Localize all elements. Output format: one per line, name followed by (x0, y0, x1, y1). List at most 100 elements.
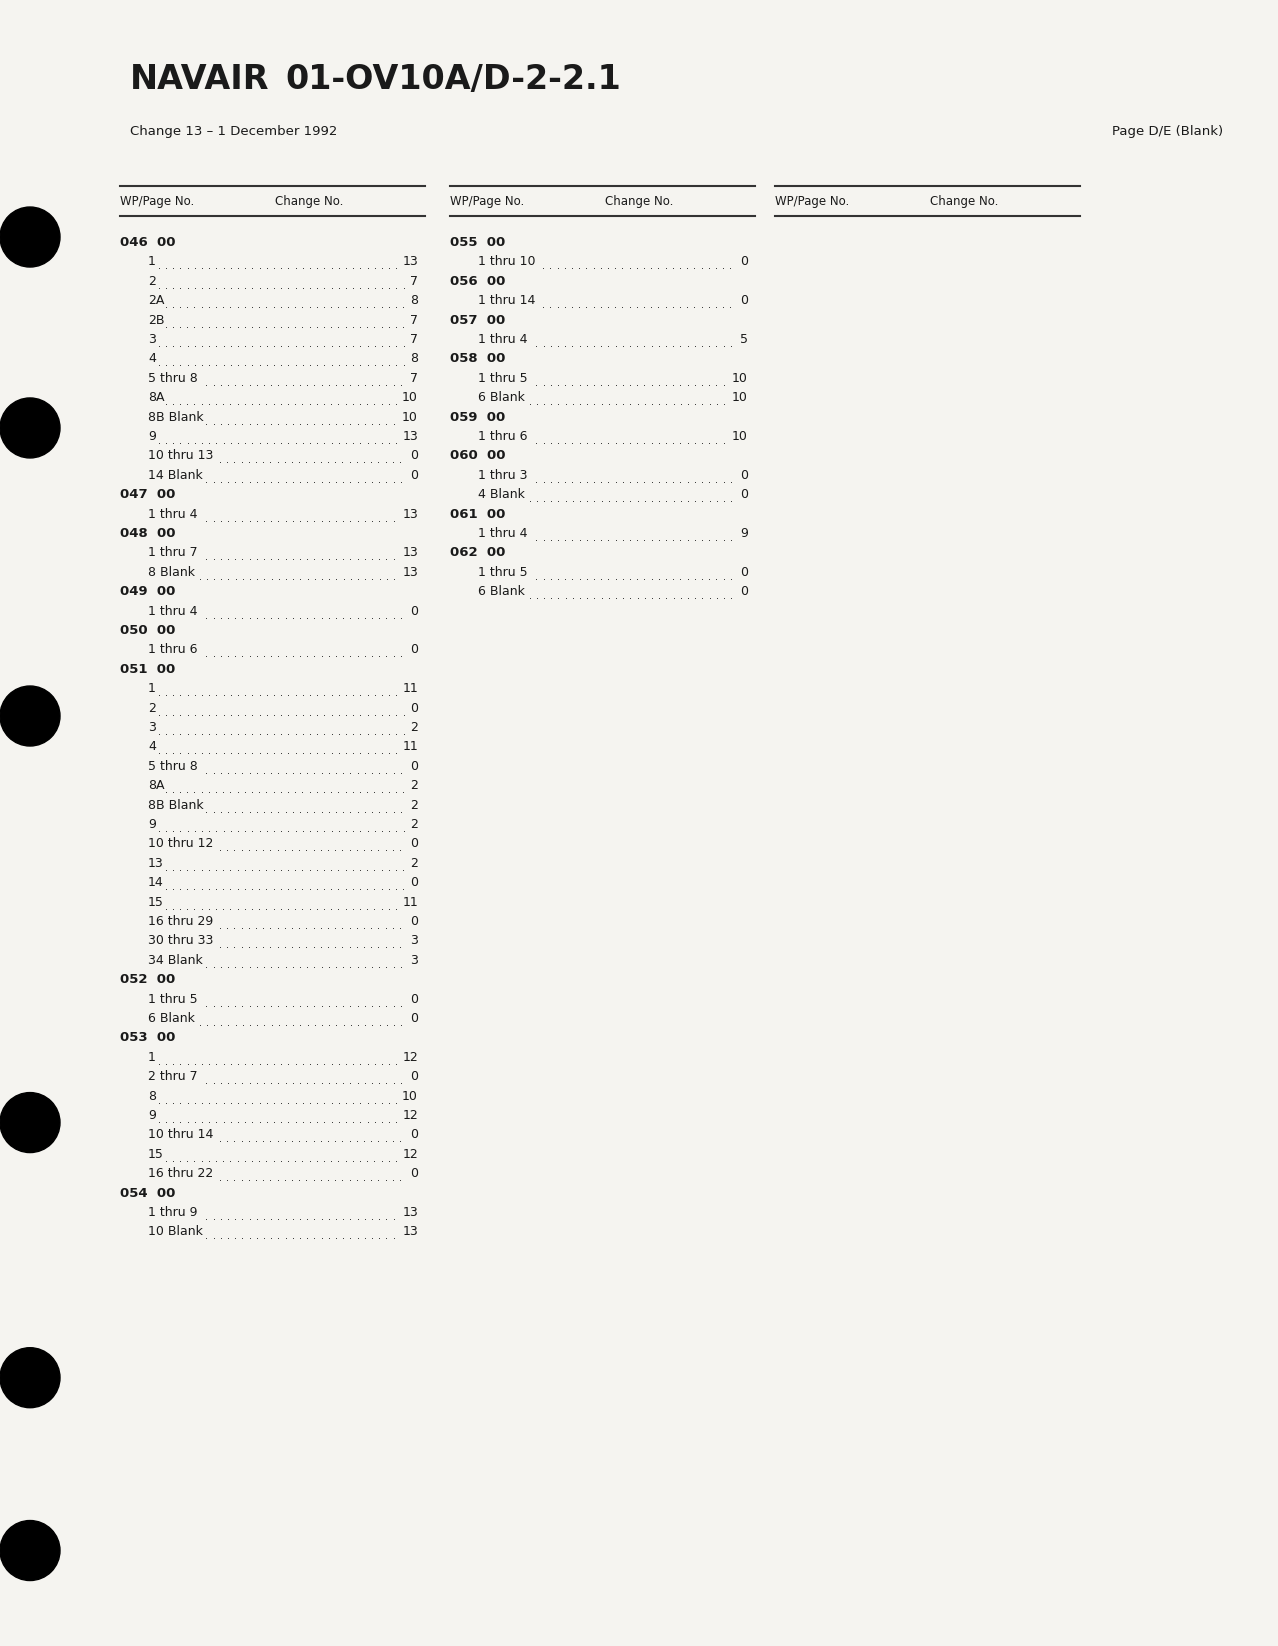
Text: 052  00: 052 00 (120, 973, 175, 986)
Text: 1: 1 (148, 1050, 156, 1063)
Text: 0: 0 (740, 489, 748, 500)
Text: 8B Blank: 8B Blank (148, 798, 203, 811)
Text: 056  00: 056 00 (450, 275, 505, 288)
Text: 16 thru 29: 16 thru 29 (148, 915, 213, 928)
Text: 1 thru 4: 1 thru 4 (478, 527, 528, 540)
Text: 0: 0 (410, 1070, 418, 1083)
Text: 1 thru 4: 1 thru 4 (478, 332, 528, 346)
Text: 2: 2 (410, 858, 418, 869)
Text: 10: 10 (732, 392, 748, 405)
Text: 6 Blank: 6 Blank (478, 392, 525, 405)
Text: 050  00: 050 00 (120, 624, 175, 637)
Text: 1: 1 (148, 681, 156, 695)
Text: 2: 2 (410, 818, 418, 831)
Text: 0: 0 (740, 255, 748, 268)
Text: 054  00: 054 00 (120, 1187, 175, 1200)
Text: 34 Blank: 34 Blank (148, 953, 203, 966)
Text: 3: 3 (410, 935, 418, 948)
Text: 30 thru 33: 30 thru 33 (148, 935, 213, 948)
Text: 9: 9 (148, 430, 156, 443)
Text: 11: 11 (403, 681, 418, 695)
Text: 15: 15 (148, 1147, 164, 1160)
Text: 10: 10 (732, 372, 748, 385)
Text: 0: 0 (410, 701, 418, 714)
Circle shape (0, 686, 60, 746)
Text: 0: 0 (410, 838, 418, 851)
Circle shape (0, 1521, 60, 1580)
Text: 10 thru 12: 10 thru 12 (148, 838, 213, 851)
Text: Change No.: Change No. (930, 194, 998, 207)
Text: 16 thru 22: 16 thru 22 (148, 1167, 213, 1180)
Text: 0: 0 (740, 469, 748, 482)
Text: 0: 0 (410, 876, 418, 889)
Text: 1 thru 6: 1 thru 6 (148, 644, 198, 657)
Text: 0: 0 (410, 449, 418, 463)
Text: 3: 3 (148, 721, 156, 734)
Text: WP/Page No.: WP/Page No. (120, 194, 194, 207)
Text: 1 thru 10: 1 thru 10 (478, 255, 535, 268)
Text: 1 thru 7: 1 thru 7 (148, 546, 198, 560)
Text: 2 thru 7: 2 thru 7 (148, 1070, 198, 1083)
Text: 10 thru 13: 10 thru 13 (148, 449, 213, 463)
Circle shape (0, 398, 60, 458)
Text: 5 thru 8: 5 thru 8 (148, 760, 198, 774)
Text: 4: 4 (148, 741, 156, 754)
Text: 057  00: 057 00 (450, 314, 505, 326)
Text: 2: 2 (410, 721, 418, 734)
Text: 1 thru 5: 1 thru 5 (478, 372, 528, 385)
Text: 1 thru 5: 1 thru 5 (148, 993, 198, 1006)
Text: 059  00: 059 00 (450, 410, 505, 423)
Text: 6 Blank: 6 Blank (478, 586, 525, 597)
Text: NAVAIR: NAVAIR (130, 63, 270, 95)
Text: 0: 0 (740, 586, 748, 597)
Text: WP/Page No.: WP/Page No. (774, 194, 850, 207)
Text: 7: 7 (410, 372, 418, 385)
Text: 11: 11 (403, 741, 418, 754)
Text: 13: 13 (403, 566, 418, 579)
Text: 8: 8 (410, 352, 418, 365)
Text: 0: 0 (410, 1012, 418, 1025)
Text: 8A: 8A (148, 779, 165, 792)
Text: 8B Blank: 8B Blank (148, 410, 203, 423)
Text: 060  00: 060 00 (450, 449, 506, 463)
Text: 2: 2 (410, 779, 418, 792)
Text: 1 thru 9: 1 thru 9 (148, 1207, 198, 1220)
Text: 14 Blank: 14 Blank (148, 469, 203, 482)
Text: 1 thru 14: 1 thru 14 (478, 295, 535, 308)
Text: 10: 10 (403, 410, 418, 423)
Text: 3: 3 (148, 332, 156, 346)
Text: 1 thru 4: 1 thru 4 (148, 507, 198, 520)
Text: 10: 10 (732, 430, 748, 443)
Text: 5 thru 8: 5 thru 8 (148, 372, 198, 385)
Text: 7: 7 (410, 332, 418, 346)
Text: 0: 0 (740, 295, 748, 308)
Circle shape (0, 1348, 60, 1407)
Text: 0: 0 (410, 915, 418, 928)
Text: 047  00: 047 00 (120, 489, 175, 500)
Text: 12: 12 (403, 1109, 418, 1123)
Circle shape (0, 1093, 60, 1152)
Text: 10 Blank: 10 Blank (148, 1225, 203, 1238)
Text: 0: 0 (410, 1167, 418, 1180)
Text: 0: 0 (410, 1129, 418, 1141)
Text: 12: 12 (403, 1147, 418, 1160)
Text: 6 Blank: 6 Blank (148, 1012, 194, 1025)
Text: 10: 10 (403, 392, 418, 405)
Text: 14: 14 (148, 876, 164, 889)
Text: 13: 13 (403, 255, 418, 268)
Text: 2A: 2A (148, 295, 165, 308)
Text: 2: 2 (410, 798, 418, 811)
Text: 2: 2 (148, 275, 156, 288)
Text: 049  00: 049 00 (120, 586, 175, 597)
Text: 10: 10 (403, 1090, 418, 1103)
Text: Change No.: Change No. (604, 194, 674, 207)
Text: 4 Blank: 4 Blank (478, 489, 525, 500)
Text: 13: 13 (403, 430, 418, 443)
Text: Change 13 – 1 December 1992: Change 13 – 1 December 1992 (130, 125, 337, 138)
Text: 7: 7 (410, 314, 418, 326)
Text: 1: 1 (148, 255, 156, 268)
Text: 4: 4 (148, 352, 156, 365)
Text: 8: 8 (410, 295, 418, 308)
Text: 5: 5 (740, 332, 748, 346)
Text: 1 thru 6: 1 thru 6 (478, 430, 528, 443)
